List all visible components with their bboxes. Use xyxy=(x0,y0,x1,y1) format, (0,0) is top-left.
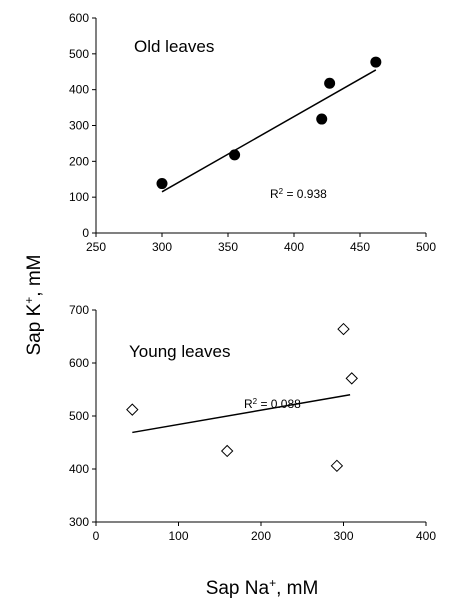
y-tick-label: 200 xyxy=(69,154,89,168)
x-tick-label: 500 xyxy=(416,240,436,254)
r-squared-symbol: R xyxy=(270,187,279,201)
x-tick-label: 200 xyxy=(251,529,271,543)
y-tick-label: 0 xyxy=(82,226,89,240)
y-tick-label: 400 xyxy=(69,462,89,476)
x-tick-label: 300 xyxy=(333,529,353,543)
x-tick-label: 300 xyxy=(152,240,172,254)
data-point xyxy=(324,77,336,89)
y-tick-label: 500 xyxy=(69,409,89,423)
y-axis-title-sup: + xyxy=(22,297,36,304)
panel-young-leaves: Young leaves R2 = 0.088 300 400 500 600 700 0… xyxy=(69,303,436,543)
x-tick-label: 450 xyxy=(350,240,370,254)
y-tick-label: 600 xyxy=(69,356,89,370)
panel-title: Old leaves xyxy=(134,37,214,56)
x-tick-label: 400 xyxy=(284,240,304,254)
panel-old-leaves: Old leaves R2 = 0.938 0 100 200 300 400 500 60… xyxy=(69,11,436,254)
data-point xyxy=(345,372,358,385)
r-squared-symbol: R xyxy=(244,397,253,411)
x-axis-title-unit: , mM xyxy=(276,578,318,599)
y-tick-label: 300 xyxy=(69,119,89,133)
y-axis-title-main: Sap K xyxy=(24,303,45,355)
y-tick-label: 700 xyxy=(69,303,89,317)
x-axis-title-sup: + xyxy=(269,576,276,590)
x-tick-label: 100 xyxy=(168,529,188,543)
x-tick-label: 400 xyxy=(416,529,436,543)
trendline xyxy=(161,69,377,193)
data-point xyxy=(156,178,168,190)
data-point xyxy=(370,56,382,68)
r-squared-label: R2 = 0.088 xyxy=(244,397,301,412)
y-tick-label: 500 xyxy=(69,47,89,61)
data-point xyxy=(337,322,350,336)
y-tick-label: 600 xyxy=(69,11,89,25)
y-axis-title: Sap K+, mM xyxy=(22,255,45,356)
r-squared-exponent: 2 xyxy=(279,187,284,196)
y-tick-label: 400 xyxy=(69,83,89,97)
x-axis-title: Sap Na+, mM xyxy=(206,576,319,599)
x-tick-label: 250 xyxy=(86,240,106,254)
data-point xyxy=(229,149,241,161)
data-point xyxy=(330,459,344,473)
trendline xyxy=(132,394,351,434)
r-squared-value: = 0.938 xyxy=(283,187,327,201)
x-axis-title-main: Sap Na xyxy=(206,578,270,599)
x-tick-label: 0 xyxy=(93,529,100,543)
data-point xyxy=(316,113,328,125)
y-axis-title-unit: , mM xyxy=(24,255,45,297)
r-squared-label: R2 = 0.938 xyxy=(270,187,327,202)
data-point xyxy=(220,444,234,458)
y-tick-label: 300 xyxy=(69,515,89,529)
data-point xyxy=(126,403,139,416)
x-tick-label: 350 xyxy=(218,240,238,254)
r-squared-exponent: 2 xyxy=(253,397,258,406)
panel-title: Young leaves xyxy=(129,342,230,361)
r-squared-value: = 0.088 xyxy=(257,397,301,411)
y-tick-label: 100 xyxy=(69,190,89,204)
